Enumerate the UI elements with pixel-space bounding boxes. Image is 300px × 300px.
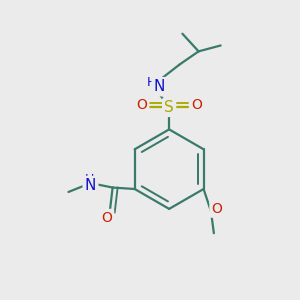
Text: O: O <box>136 98 147 112</box>
Text: S: S <box>164 100 174 115</box>
Text: H: H <box>85 173 94 186</box>
Text: N: N <box>85 178 96 193</box>
Text: O: O <box>101 211 112 225</box>
Text: O: O <box>191 98 202 112</box>
Text: O: O <box>212 202 222 216</box>
Text: N: N <box>154 79 165 94</box>
Text: H: H <box>147 76 157 89</box>
